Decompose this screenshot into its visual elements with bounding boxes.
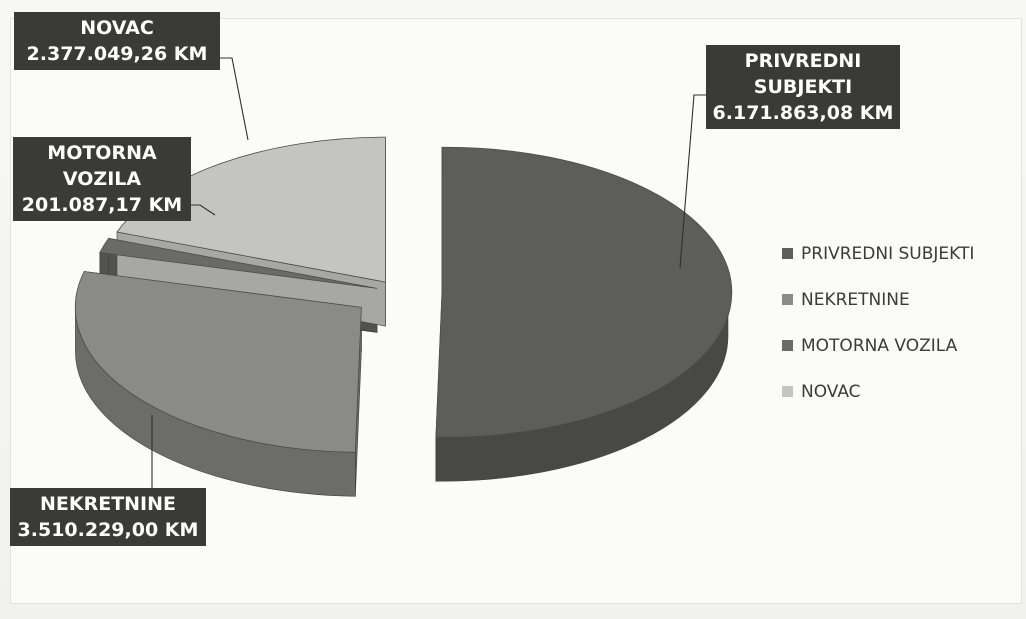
data-label-nekretnine: NEKRETNINE 3.510.229,00 KM: [10, 488, 206, 546]
data-label-privredni-subjekti: PRIVREDNI SUBJEKTI 6.171.863,08 KM: [706, 45, 900, 129]
legend-label-novac: NOVAC: [801, 382, 861, 402]
leader-line-novac: [218, 58, 248, 140]
data-label-motorna-line1: MOTORNA: [17, 140, 187, 166]
legend-item-privredni-subjekti: PRIVREDNI SUBJEKTI: [782, 242, 974, 265]
data-label-motorna-line2: VOZILA: [17, 166, 187, 192]
legend-item-motorna-vozila: MOTORNA VOZILA: [782, 334, 974, 357]
legend-swatch-nekretnine: [782, 294, 793, 305]
data-label-novac-name: NOVAC: [18, 15, 216, 41]
legend-label-motorna-vozila: MOTORNA VOZILA: [801, 336, 957, 356]
legend: PRIVREDNI SUBJEKTI NEKRETNINE MOTORNA VO…: [782, 242, 974, 426]
data-label-motorna-value: 201.087,17 KM: [17, 192, 187, 218]
legend-item-novac: NOVAC: [782, 380, 974, 403]
data-label-novac: NOVAC 2.377.049,26 KM: [14, 12, 220, 70]
data-label-privredni-value: 6.171.863,08 KM: [710, 100, 896, 126]
data-label-nekretnine-name: NEKRETNINE: [14, 491, 202, 517]
data-label-motorna-vozila: MOTORNA VOZILA 201.087,17 KM: [13, 137, 191, 221]
legend-swatch-privredni-subjekti: [782, 248, 793, 259]
data-label-nekretnine-value: 3.510.229,00 KM: [14, 517, 202, 543]
data-label-privredni-line1: PRIVREDNI: [710, 48, 896, 74]
legend-swatch-motorna-vozila: [782, 340, 793, 351]
legend-item-nekretnine: NEKRETNINE: [782, 288, 974, 311]
data-label-novac-value: 2.377.049,26 KM: [18, 41, 216, 67]
data-label-privredni-line2: SUBJEKTI: [710, 74, 896, 100]
legend-label-nekretnine: NEKRETNINE: [801, 290, 910, 310]
legend-label-privredni-subjekti: PRIVREDNI SUBJEKTI: [801, 244, 974, 264]
legend-swatch-novac: [782, 386, 793, 397]
